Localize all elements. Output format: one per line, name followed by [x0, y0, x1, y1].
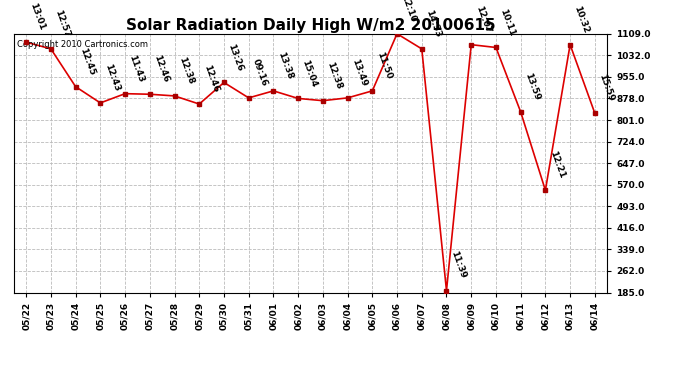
Text: 12:43: 12:43 [103, 63, 121, 93]
Text: 12:07: 12:07 [474, 4, 492, 34]
Text: 13:01: 13:01 [29, 2, 47, 32]
Text: 12:38: 12:38 [177, 56, 195, 86]
Text: 12:21: 12:21 [548, 150, 566, 180]
Text: 12:57: 12:57 [53, 8, 72, 39]
Text: 12:46: 12:46 [201, 64, 220, 94]
Text: 09:16: 09:16 [251, 57, 269, 87]
Text: 12:38: 12:38 [326, 60, 344, 90]
Text: 15:59: 15:59 [598, 73, 615, 103]
Text: 13:59: 13:59 [523, 71, 542, 102]
Text: 13:49: 13:49 [350, 57, 368, 87]
Text: 11:43: 11:43 [128, 53, 146, 83]
Text: 10:32: 10:32 [573, 4, 591, 34]
Text: 15:04: 15:04 [301, 58, 319, 88]
Text: 12:10: 12:10 [400, 0, 417, 23]
Text: Copyright 2010 Cartronics.com: Copyright 2010 Cartronics.com [17, 40, 148, 49]
Title: Solar Radiation Daily High W/m2 20100615: Solar Radiation Daily High W/m2 20100615 [126, 18, 495, 33]
Text: 12:45: 12:45 [78, 46, 97, 76]
Text: 14:33: 14:33 [424, 8, 442, 39]
Text: 13:38: 13:38 [276, 51, 294, 81]
Text: 10:11: 10:11 [498, 7, 517, 37]
Text: 11:39: 11:39 [449, 250, 467, 280]
Text: 13:26: 13:26 [226, 42, 245, 72]
Text: 11:50: 11:50 [375, 51, 393, 81]
Text: 12:46: 12:46 [152, 54, 170, 84]
